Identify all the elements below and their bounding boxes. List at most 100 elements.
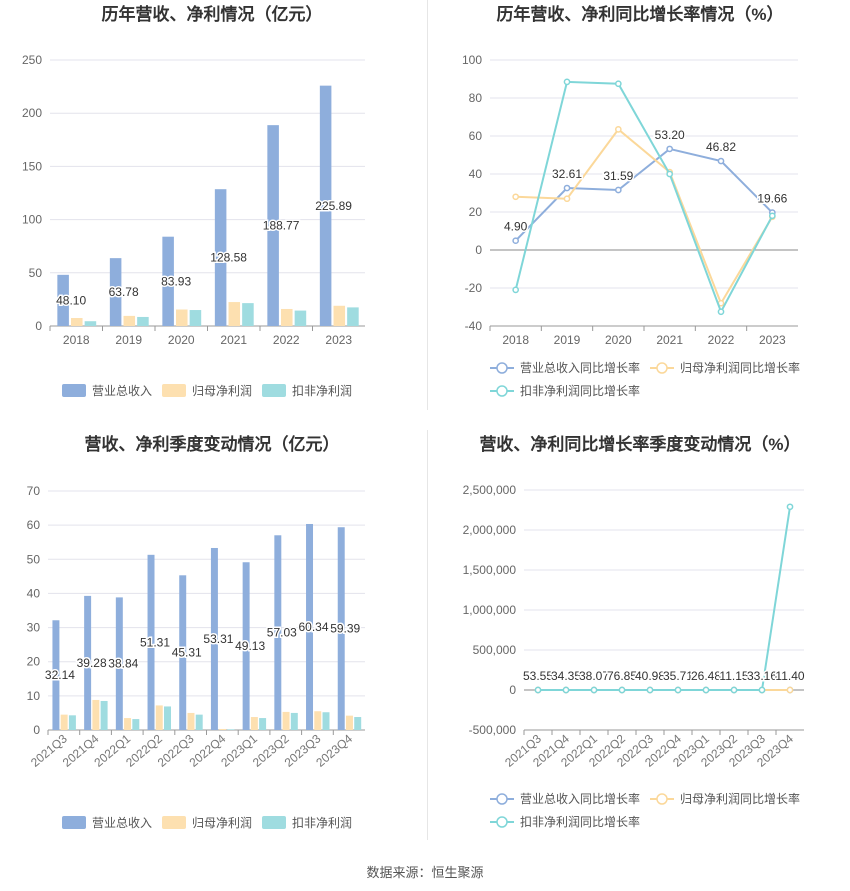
series-line-deducted-growth xyxy=(514,80,774,315)
data-label: 19.66 xyxy=(757,192,787,206)
data-point xyxy=(674,686,682,694)
legend-label: 营业总收入同比增长率 xyxy=(520,791,640,806)
bar-net-profit xyxy=(155,705,163,730)
data-label: 32.61 xyxy=(552,167,582,181)
legend-swatch xyxy=(162,816,186,829)
bar-net-profit xyxy=(187,712,195,730)
data-label: 83.93 xyxy=(161,274,191,288)
data-label: 51.31 xyxy=(140,635,170,649)
x-tick-label: 2023 xyxy=(325,333,352,347)
x-tick-label: 2022 xyxy=(708,333,735,347)
y-tick-label: 1,500,000 xyxy=(463,563,517,577)
x-tick-label: 2020 xyxy=(605,333,632,347)
legend-swatch xyxy=(262,384,286,397)
data-point xyxy=(512,193,520,201)
x-tick-label: 2019 xyxy=(115,333,142,347)
bar-deducted-profit xyxy=(227,729,235,730)
legend-swatch xyxy=(262,816,286,829)
bar-net-profit xyxy=(250,717,258,730)
bar-net-profit xyxy=(281,308,293,326)
data-point xyxy=(618,686,626,694)
bar-revenue xyxy=(147,554,155,730)
y-tick-label: 0 xyxy=(33,723,40,737)
data-label: 45.31 xyxy=(172,646,202,660)
y-tick-label: 20 xyxy=(27,655,41,669)
data-label: 63.78 xyxy=(109,285,139,299)
legend-swatch xyxy=(162,384,186,397)
chart-title: 营收、净利季度变动情况（亿元） xyxy=(85,434,340,454)
bar-revenue xyxy=(84,595,92,730)
bar-deducted-profit xyxy=(354,717,362,730)
quarterly-growth-line-chart: 营收、净利同比增长率季度变动情况（%） -500,000 0 500,000 1,000… xyxy=(463,434,807,829)
series-line-net-profit-growth xyxy=(515,127,774,306)
y-tick-label: 0 xyxy=(509,683,516,697)
legend-label: 扣非净利润 xyxy=(292,816,352,830)
legend-label: 营业总收入 xyxy=(92,384,152,398)
y-tick-label: -40 xyxy=(465,319,483,333)
data-label: 53.20 xyxy=(655,128,685,142)
bar-revenue xyxy=(109,258,122,326)
y-tick-label: 250 xyxy=(22,53,42,67)
data-point xyxy=(786,686,794,694)
bar-deducted-profit xyxy=(290,712,298,730)
data-point xyxy=(666,170,674,178)
y-tick-label: 70 xyxy=(27,484,41,498)
y-tick-label: 500,000 xyxy=(473,643,517,657)
bar-deducted-profit xyxy=(189,310,202,326)
y-tick-label: 0 xyxy=(35,319,42,333)
legend-label: 营业总收入 xyxy=(92,816,152,830)
panel-divider xyxy=(427,0,428,410)
data-point xyxy=(666,145,674,153)
data-label: 57.03 xyxy=(267,626,297,640)
series-line-deducted-growth xyxy=(538,506,791,691)
data-label: 38.84 xyxy=(108,657,138,671)
data-point xyxy=(534,686,542,694)
data-source: 数据来源：恒生聚源 xyxy=(366,865,484,880)
data-label: 33.16 xyxy=(747,669,777,683)
quarterly-bar-chart: 营收、净利季度变动情况（亿元）0102030405060702021Q32021… xyxy=(27,434,365,830)
data-label: 35.71 xyxy=(663,669,693,683)
y-tick-label: 200 xyxy=(22,106,42,120)
bar-deducted-profit xyxy=(137,316,149,326)
legend-label: 归母净利润同比增长率 xyxy=(680,791,800,806)
bar-net-profit xyxy=(345,715,353,730)
x-tick-label: 2019 xyxy=(554,333,581,347)
data-label: 11.15 xyxy=(719,669,748,683)
data-label: 76.85 xyxy=(607,669,637,683)
data-point xyxy=(768,212,776,220)
data-point xyxy=(563,195,571,203)
bar-deducted-profit xyxy=(347,307,359,326)
x-tick-label: 2021 xyxy=(220,333,247,347)
data-point xyxy=(562,686,570,694)
legend-marker xyxy=(496,385,508,397)
y-tick-label: 60 xyxy=(469,129,483,143)
legend-label: 扣非净利润同比增长率 xyxy=(520,814,640,829)
legend-label: 扣非净利润同比增长率 xyxy=(520,383,640,398)
bar-net-profit xyxy=(124,718,132,730)
x-tick-label: 2018 xyxy=(502,333,529,347)
data-point xyxy=(646,686,654,694)
data-label: 53.55 xyxy=(523,669,553,683)
legend-marker xyxy=(496,793,508,805)
data-point xyxy=(512,286,520,294)
bar-revenue xyxy=(162,236,174,326)
chart-title: 历年营收、净利同比增长率情况（%） xyxy=(496,4,783,24)
x-tick-label: 2023Q4 xyxy=(313,731,355,769)
y-tick-label: 50 xyxy=(29,266,43,280)
bar-net-profit xyxy=(92,699,100,730)
bar-revenue xyxy=(306,523,314,730)
bar-revenue xyxy=(337,527,345,730)
legend-marker xyxy=(496,362,508,374)
data-label: 11.40 xyxy=(775,669,804,683)
x-tick-label: 2021 xyxy=(656,333,683,347)
y-tick-label: 0 xyxy=(475,243,482,257)
bar-net-profit xyxy=(219,728,227,730)
data-point xyxy=(563,78,571,86)
data-label: 34.35 xyxy=(551,669,581,683)
y-tick-label: 50 xyxy=(27,552,41,566)
panel-divider xyxy=(427,430,428,840)
data-point xyxy=(717,157,725,165)
data-label: 38.07 xyxy=(579,669,609,683)
bar-deducted-profit xyxy=(294,310,307,326)
y-tick-label: 1,000,000 xyxy=(463,603,517,617)
